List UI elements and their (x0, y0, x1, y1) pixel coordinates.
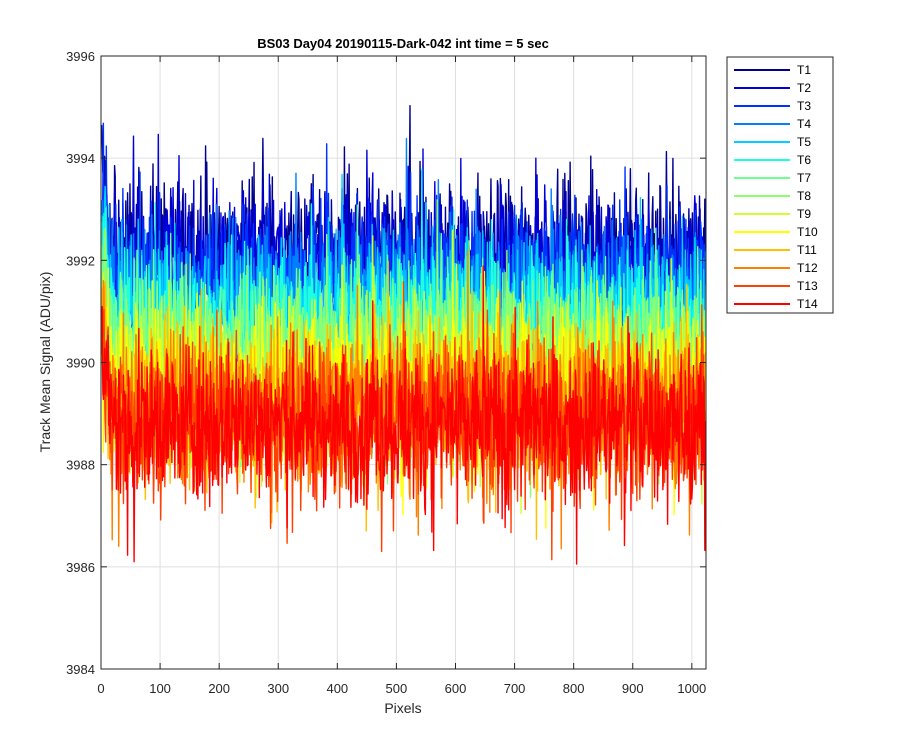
legend: T1 T2 T3 T4 T5 T6 T7 T8 T9 T10 T11 T12 T13 T14 (726, 56, 834, 314)
legend-label: T12 (797, 261, 818, 275)
x-axis-label: Pixels (384, 700, 421, 716)
legend-label: T10 (797, 225, 818, 239)
series-line-t14 (101, 265, 706, 565)
series-lines (101, 104, 706, 565)
x-tick-label: 0 (97, 681, 104, 696)
legend-entries: T1 T2 T3 T4 T5 T6 T7 T8 T9 T10 T11 T12 T13 T14 (734, 63, 818, 311)
legend-label: T3 (797, 99, 811, 113)
legend-label: T11 (797, 243, 817, 257)
x-tick-label: 500 (386, 681, 408, 696)
chart-title: BS03 Day04 20190115-Dark-042 int time = … (257, 36, 549, 51)
legend-label: T9 (797, 207, 811, 221)
y-tick-label: 3994 (66, 151, 95, 166)
y-tick-label: 3996 (66, 49, 95, 64)
x-tick-label: 100 (149, 681, 171, 696)
plot-area: 0 100 200 300 400 500 600 700 800 900 1000 3984 3986… (66, 49, 707, 696)
x-tick-label: 800 (563, 681, 585, 696)
y-tick-label: 3990 (66, 356, 95, 371)
legend-label: T8 (797, 189, 811, 203)
legend-box (726, 56, 834, 314)
axis-ticks: 0 100 200 300 400 500 600 700 800 900 1000 3984 3986… (66, 49, 706, 696)
legend-label: T6 (797, 153, 811, 167)
x-tick-label: 200 (208, 681, 230, 696)
x-tick-label: 1000 (677, 681, 706, 696)
x-tick-label: 400 (326, 681, 348, 696)
x-tick-label: 700 (504, 681, 526, 696)
x-tick-label: 300 (267, 681, 289, 696)
y-axis-label: Track Mean Signal (ADU/pix) (37, 272, 53, 453)
legend-label: T1 (797, 63, 811, 77)
x-tick-label: 900 (622, 681, 644, 696)
y-tick-label: 3986 (66, 560, 95, 575)
x-tick-label: 600 (445, 681, 467, 696)
legend-label: T5 (797, 135, 811, 149)
legend-label: T14 (797, 297, 818, 311)
legend-label: T13 (797, 279, 818, 293)
legend-label: T7 (797, 171, 811, 185)
legend-label: T4 (797, 117, 811, 131)
y-tick-label: 3992 (66, 253, 95, 268)
legend-label: T2 (797, 81, 811, 95)
y-tick-label: 3988 (66, 458, 95, 473)
y-tick-label: 3984 (66, 662, 95, 677)
